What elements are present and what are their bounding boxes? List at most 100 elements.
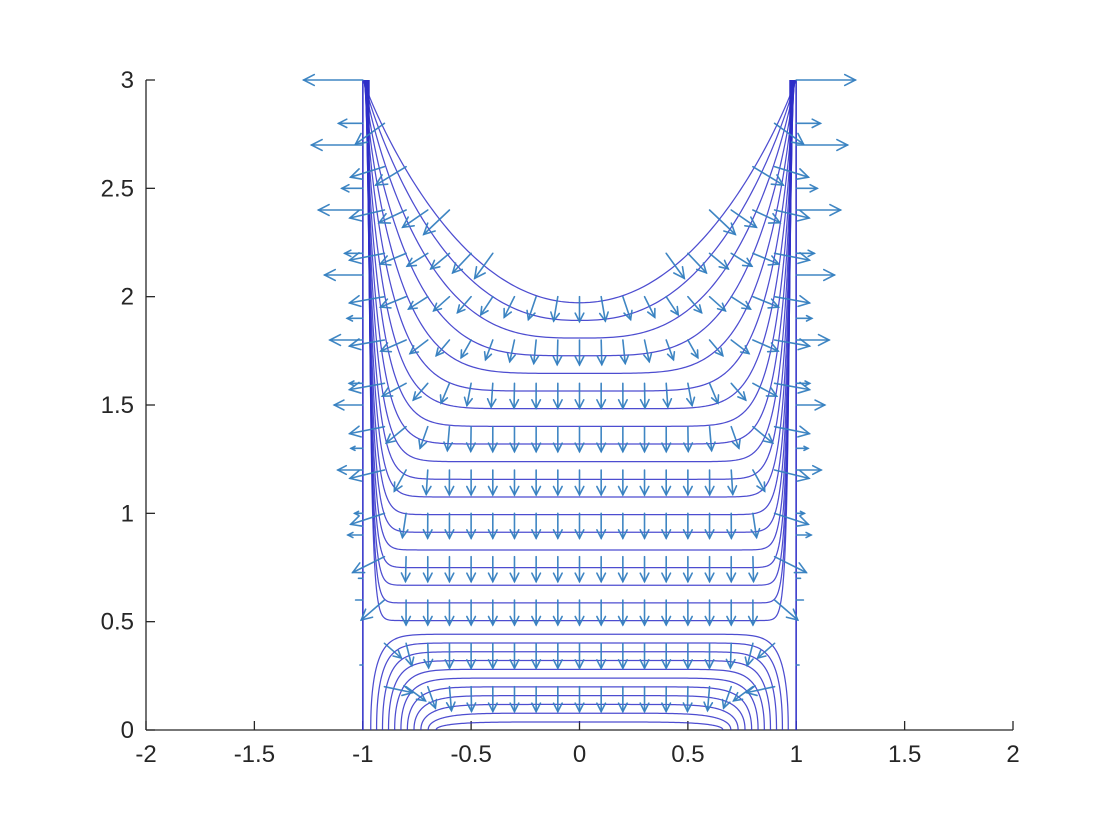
quiver-arrow-head [725,658,736,670]
quiver-arrow-head [723,222,737,236]
quiver-arrow-shaft [425,469,429,496]
quiver-arrow-head [682,659,693,671]
quiver-arrow-shaft [508,339,516,363]
quiver-arrow-head [479,305,489,317]
quiver-arrow-shaft [687,382,693,407]
contour-line [367,79,792,586]
quiver-arrow-head [744,684,758,697]
quiver-arrow-shaft [409,339,429,355]
quiver-arrow-head [487,442,498,454]
quiver-arrow-shaft [440,382,451,404]
y-tick-label: 2 [121,284,134,311]
quiver-arrow-shaft [752,209,781,224]
quiver-arrow-head [639,529,650,541]
quiver-arrow-shaft [556,339,559,366]
quiver-arrow-shaft [687,339,699,359]
quiver-arrow-head [412,391,422,402]
quiver-arrow-shaft [730,425,740,450]
quiver-arrow-head [322,268,337,282]
quiver-arrow-head [596,442,607,454]
quiver-arrow-head [797,338,812,351]
quiver-arrow-head [509,572,520,584]
quiver-arrow-shaft [752,382,778,397]
quiver-arrow-shaft [708,382,719,404]
quiver-arrow-shaft [773,165,810,178]
quiver-arrow-head [384,433,397,445]
quiver-arrow-head [466,702,477,714]
quiver-arrow-head [466,529,477,541]
contour-line [365,79,794,480]
x-tick-label: -1 [352,741,373,768]
quiver-arrow-head [509,615,520,627]
quiver-arrow-head [466,572,477,584]
quiver-arrow-shaft [687,295,703,314]
quiver-arrow-head [422,572,433,584]
quiver-arrow-shaft [360,599,386,621]
quiver-arrow-head [483,350,493,362]
contour-line [364,79,795,374]
quiver-arrow-shaft [349,165,386,178]
quiver-arrow-head [309,138,323,152]
quiver-arrow-head [639,615,650,627]
quiver-arrow-head [393,481,403,493]
quiver-arrow-head [726,615,737,627]
quiver-arrow-shaft [730,295,752,310]
quiver-arrow-head [643,352,653,364]
quiver-arrow-head [351,562,366,574]
quiver-arrow-head [596,702,607,714]
quiver-arrow-head [552,702,563,714]
quiver-arrow-head [756,481,766,493]
contour-line [363,79,796,322]
quiver-arrow-head [552,572,563,584]
quiver-arrow-head [714,347,724,358]
quiver-arrow-head [670,305,680,317]
quiver-arrow-head [574,572,585,584]
quiver-arrow-shaft [752,555,755,583]
quiver-arrow-head [552,615,563,627]
contour-line [362,79,797,304]
quiver-arrow-shaft [773,425,811,435]
quiver-arrow-shaft [730,252,753,268]
quiver-arrow-head [829,203,843,217]
quiver-arrow-head [661,572,672,584]
quiver-arrow-head [767,212,782,224]
quiver-arrow-head [347,294,362,308]
quiver-arrow-shaft [405,685,427,702]
quiver-arrow-head [822,268,837,282]
quiver-arrow-head [444,529,455,541]
quiver-arrow-shaft [349,469,386,480]
quiver-arrow-shaft [429,252,451,270]
quiver-arrow-head [790,132,805,146]
quiver-arrow-head [785,608,800,622]
quiver-arrow-head [422,615,433,627]
quiver-arrow-head [661,659,672,671]
quiver-arrow-head [710,394,720,405]
quiver-arrow-head [617,702,628,714]
quiver-arrow-head [487,529,498,541]
quiver-arrow-shaft [385,425,407,444]
quiver-arrow-head [673,265,686,280]
quiver-arrow-head [617,442,628,454]
quiver-arrow-shaft [730,469,734,496]
quiver-arrow-head [807,249,817,258]
quiver-arrow-head [797,294,812,308]
quiver-arrow-head [770,174,785,187]
quiver-arrow-head [731,438,741,450]
quiver-arrow-head [596,659,607,671]
quiver-arrow-head [347,251,362,265]
quiver-arrow-head [574,399,585,411]
quiver-arrow-head [797,425,812,438]
quiver-arrow-head [682,615,693,627]
quiver-arrow-head [444,572,455,584]
contour-line [435,721,724,731]
quiver-arrow-head [661,442,672,454]
quiver-arrow-shaft [406,252,429,268]
quiver-arrow-shaft [348,425,386,435]
quiver-arrow-shaft [773,512,810,526]
quiver-arrow-shaft [773,295,811,304]
quiver-arrow-head [531,702,542,714]
quiver-arrow-head [552,529,563,541]
quiver-arrow-head [531,572,542,584]
quiver-arrow-head [378,298,392,309]
